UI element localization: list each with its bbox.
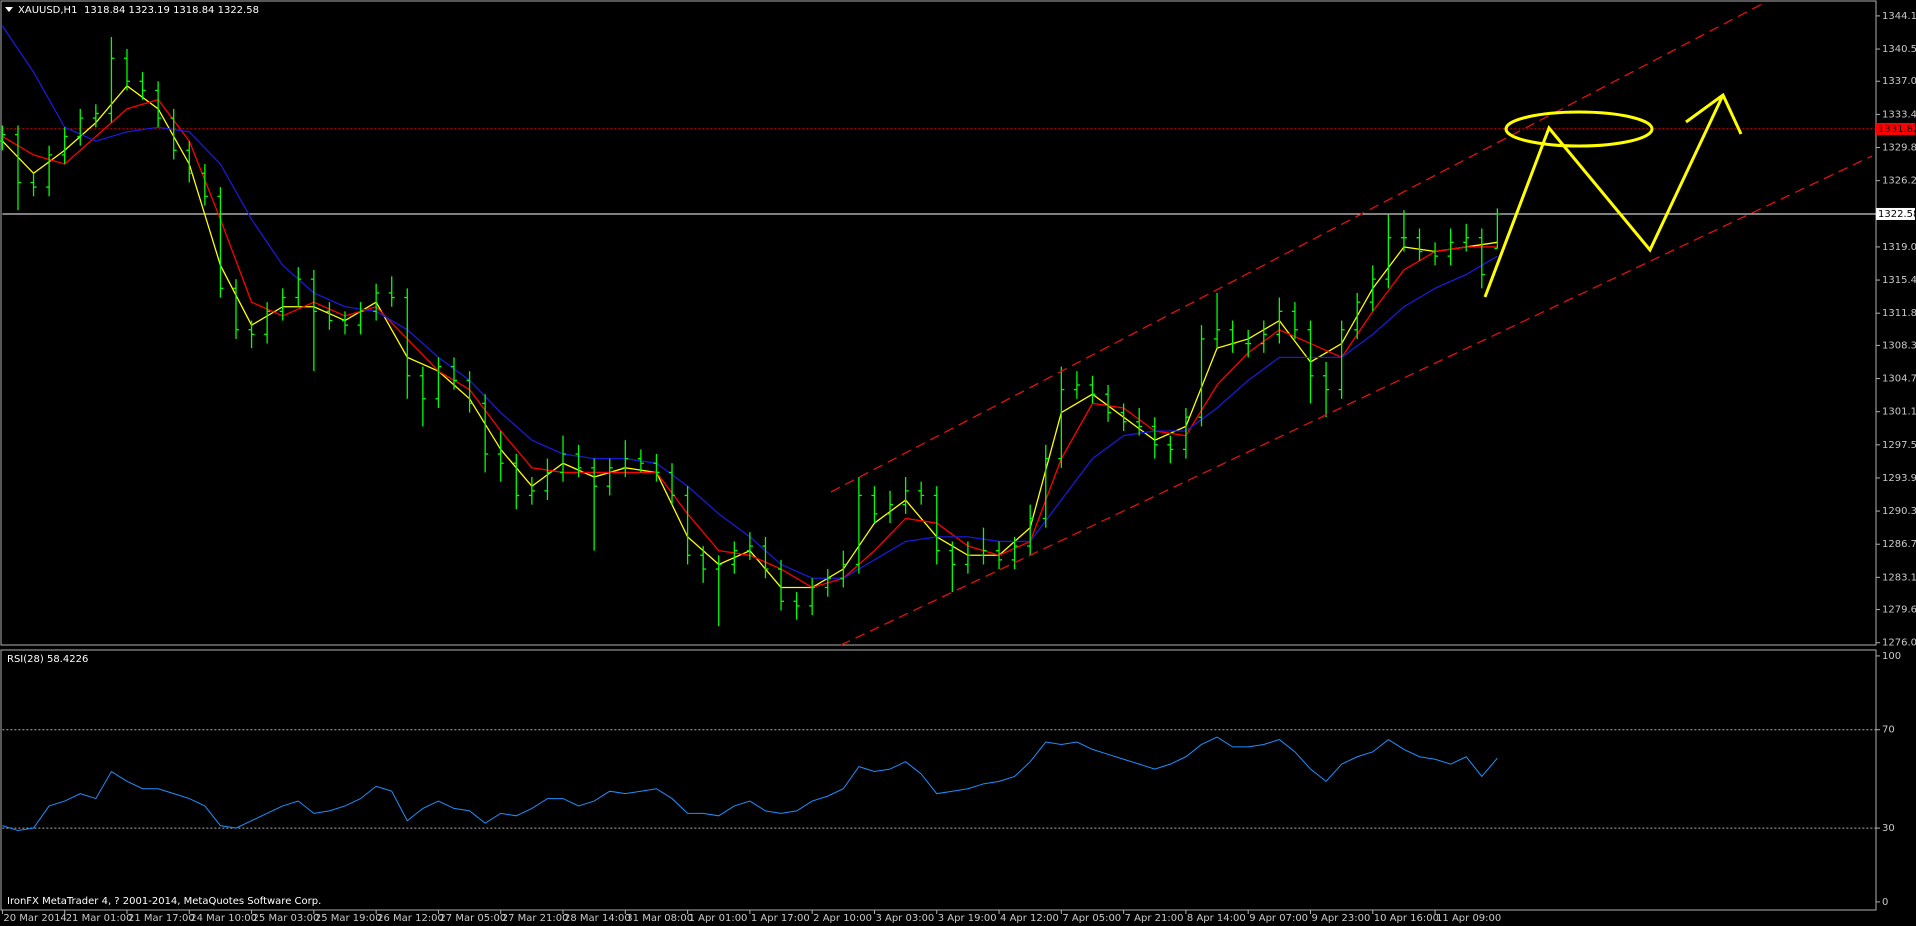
y-tick-label: 1304.70 [1882, 374, 1916, 385]
y-tick-label: 1337.00 [1882, 76, 1916, 87]
y-tick-label: 1319.00 [1882, 242, 1916, 253]
y-tick-label: 1311.80 [1882, 308, 1916, 319]
x-tick-label: 27 Mar 05:00 [439, 913, 506, 924]
y-tick-label: 1301.10 [1882, 407, 1916, 418]
y-tick-label: 0 [1882, 897, 1888, 908]
marks: 1276.00 1279.60 1283.10 1286.70 1290.30 1293.… [0, 11, 1916, 924]
y-tick-label: 1286.70 [1882, 539, 1916, 550]
rsi-title: RSI(28) 58.4226 [7, 654, 88, 665]
x-tick-label: 10 Apr 16:00 [1374, 913, 1439, 924]
target-ellipse [1504, 110, 1654, 148]
y-tick-label: 1326.20 [1882, 176, 1916, 187]
y-tick-label: 1279.60 [1882, 605, 1916, 616]
x-tick-label: 1 Apr 01:00 [689, 913, 748, 924]
y-tick-label: 100 [1882, 651, 1901, 662]
x-tick-label: 8 Apr 14:00 [1187, 913, 1246, 924]
price-line-label-box [1876, 207, 1915, 220]
rsi-line [2, 736, 1498, 832]
x-tick-label: 7 Apr 05:00 [1062, 913, 1121, 924]
projection-path [1483, 94, 1725, 298]
y-tick-label: 1297.50 [1882, 440, 1916, 451]
x-tick-label: 21 Mar 01:00 [66, 913, 133, 924]
y-tick-label: 1290.30 [1882, 506, 1916, 517]
x-tick-label: 25 Mar 03:00 [253, 913, 320, 924]
channel-lower [840, 155, 1873, 646]
y-tick-label: 30 [1882, 823, 1895, 834]
price-line-label: 1322.58 [1878, 209, 1916, 220]
quote: 1318.84 1323.19 1318.84 1322.58 [84, 5, 259, 16]
x-tick-label: 27 Mar 21:00 [502, 913, 569, 924]
y-tick-label: 1283.10 [1882, 572, 1916, 583]
x-tick-label: 3 Apr 19:00 [938, 913, 997, 924]
y-tick-label: 70 [1882, 725, 1895, 736]
y-tick-label: 1344.10 [1882, 11, 1916, 22]
x-tick-label: 28 Mar 14:00 [564, 913, 631, 924]
x-tick-label: 26 Mar 12:00 [377, 913, 444, 924]
x-tick-label: 21 Mar 17:00 [128, 913, 195, 924]
price-panel [0, 0, 1877, 646]
x-tick-label: 25 Mar 19:00 [315, 913, 382, 924]
footer: IronFX MetaTrader 4, ? 2001-2014, MetaQu… [7, 896, 321, 907]
x-tick-label: 20 Mar 2014 [3, 913, 66, 924]
x-tick-label: 3 Apr 03:00 [875, 913, 934, 924]
price-line-label: 1331.82 [1878, 124, 1916, 135]
arrow-head [1685, 92, 1743, 135]
x-tick-label: 2 Apr 10:00 [813, 913, 872, 924]
y-tick-label: 1308.30 [1882, 340, 1916, 351]
symbol-title: XAUUSD,H1 [18, 5, 77, 16]
price-line-label-box [1876, 122, 1915, 135]
y-tick-label: 1340.50 [1882, 44, 1916, 55]
x-tick-label: 9 Apr 23:00 [1311, 913, 1370, 924]
y-tick-label: 1276.00 [1882, 638, 1916, 649]
menu-triangle [5, 7, 13, 12]
y-tick-label: 1293.90 [1882, 473, 1916, 484]
x-tick-label: 31 Mar 08:00 [626, 913, 693, 924]
y-tick-label: 1329.80 [1882, 143, 1916, 154]
y-tick-label: 1315.40 [1882, 275, 1916, 286]
x-tick-label: 1 Apr 17:00 [751, 913, 810, 924]
rsi-panel [0, 649, 1877, 911]
x-tick-label: 11 Apr 09:00 [1436, 913, 1501, 924]
x-tick-label: 7 Apr 21:00 [1125, 913, 1184, 924]
x-tick-label: 9 Apr 07:00 [1249, 913, 1308, 924]
y-tick-label: 1333.40 [1882, 109, 1916, 120]
x-tick-label: 4 Apr 12:00 [1000, 913, 1059, 924]
x-tick-label: 24 Mar 10:00 [190, 913, 257, 924]
